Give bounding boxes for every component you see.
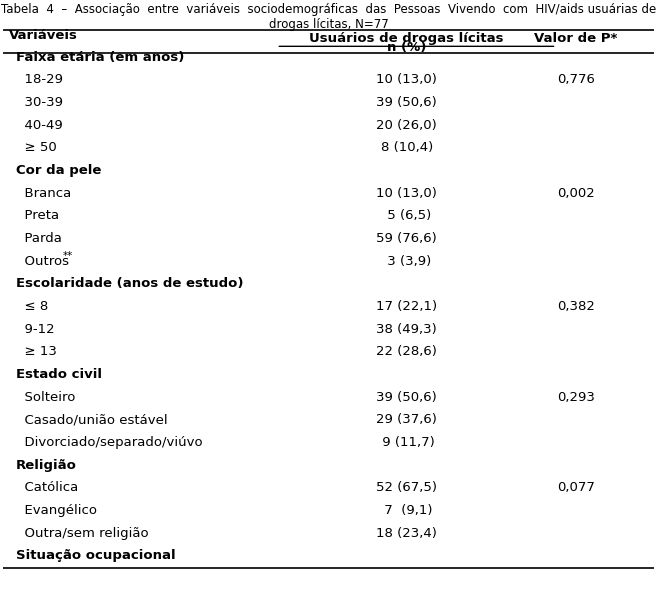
Text: Faixa etária (em anos): Faixa etária (em anos) <box>16 51 184 64</box>
Text: 29 (37,6): 29 (37,6) <box>376 413 437 426</box>
Text: Parda: Parda <box>16 232 62 245</box>
Text: 0,293: 0,293 <box>557 391 595 403</box>
Text: 10 (13,0): 10 (13,0) <box>376 73 437 86</box>
Text: 22 (28,6): 22 (28,6) <box>376 345 437 358</box>
Text: **: ** <box>62 251 73 261</box>
Text: Religião: Religião <box>16 459 77 471</box>
Text: ≥ 50: ≥ 50 <box>16 141 57 154</box>
Text: Casado/união estável: Casado/união estável <box>16 413 168 426</box>
Text: 9-12: 9-12 <box>16 323 55 335</box>
Text: Variáveis: Variáveis <box>9 29 78 42</box>
Text: 39 (50,6): 39 (50,6) <box>376 391 437 403</box>
Text: Cor da pele: Cor da pele <box>16 164 101 177</box>
Text: 38 (49,3): 38 (49,3) <box>376 323 437 335</box>
Text: Situação ocupacional: Situação ocupacional <box>16 549 175 562</box>
Text: 59 (76,6): 59 (76,6) <box>376 232 437 245</box>
Text: 18-29: 18-29 <box>16 73 63 86</box>
Text: 8 (10,4): 8 (10,4) <box>380 141 433 154</box>
Text: 9 (11,7): 9 (11,7) <box>378 436 435 449</box>
Text: 0,002: 0,002 <box>557 187 595 199</box>
Text: 7  (9,1): 7 (9,1) <box>380 504 433 517</box>
Text: ≥ 13: ≥ 13 <box>16 345 57 358</box>
Text: 17 (22,1): 17 (22,1) <box>376 300 438 313</box>
Text: 3 (3,9): 3 (3,9) <box>382 255 431 267</box>
Text: Usuários de drogas lícitas: Usuários de drogas lícitas <box>309 32 504 45</box>
Text: 39 (50,6): 39 (50,6) <box>376 96 437 109</box>
Text: Divorciado/separado/viúvo: Divorciado/separado/viúvo <box>16 436 202 449</box>
Text: Outros: Outros <box>16 255 69 267</box>
Text: Estado civil: Estado civil <box>16 368 102 381</box>
Text: Escolaridade (anos de estudo): Escolaridade (anos de estudo) <box>16 277 243 290</box>
Text: 10 (13,0): 10 (13,0) <box>376 187 437 199</box>
Text: 5 (6,5): 5 (6,5) <box>382 209 431 222</box>
Text: Evangélico: Evangélico <box>16 504 97 517</box>
Text: Católica: Católica <box>16 481 78 494</box>
Text: 0,776: 0,776 <box>557 73 595 86</box>
Text: 18 (23,4): 18 (23,4) <box>376 527 437 539</box>
Text: Branca: Branca <box>16 187 71 199</box>
Text: Outra/sem religião: Outra/sem religião <box>16 527 148 539</box>
Text: 20 (26,0): 20 (26,0) <box>376 119 437 132</box>
Text: 0,382: 0,382 <box>557 300 595 313</box>
Text: 40-49: 40-49 <box>16 119 62 132</box>
Text: 30-39: 30-39 <box>16 96 63 109</box>
Text: Tabela  4  –  Associação  entre  variáveis  sociodemográficas  das  Pessoas  Viv: Tabela 4 – Associação entre variáveis so… <box>1 3 656 31</box>
Text: 0,077: 0,077 <box>557 481 595 494</box>
Text: 52 (67,5): 52 (67,5) <box>376 481 437 494</box>
Text: Preta: Preta <box>16 209 59 222</box>
Text: Valor de P*: Valor de P* <box>534 32 618 45</box>
Text: Solteiro: Solteiro <box>16 391 75 403</box>
Text: ≤ 8: ≤ 8 <box>16 300 48 313</box>
Text: n (%): n (%) <box>387 41 426 54</box>
